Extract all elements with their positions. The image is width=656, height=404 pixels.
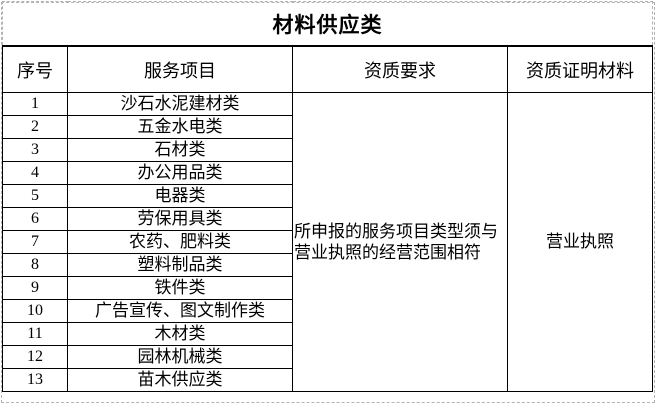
row-number: 11 <box>2 322 68 346</box>
col-header-qualification-requirement: 资质要求 <box>292 45 508 93</box>
service-item: 石材类 <box>67 138 293 162</box>
title-row: 材料供应类 <box>2 1 653 46</box>
row-number: 1 <box>2 92 68 116</box>
row-number: 9 <box>2 276 68 300</box>
table-row: 12 园林机械类 <box>2 345 653 369</box>
row-number: 13 <box>2 368 68 392</box>
row-number: 2 <box>2 115 68 139</box>
service-item: 苗木供应类 <box>67 368 293 392</box>
table-row: 13 苗木供应类 <box>2 368 653 392</box>
service-item: 电器类 <box>67 184 293 208</box>
qualification-proof-cell: 营业执照 <box>507 92 653 392</box>
row-number: 8 <box>2 253 68 277</box>
qualification-requirement-cell: 所申报的服务项目类型须与 营业执照的经营范围相符 <box>292 92 508 392</box>
header-row: 序号 服务项目 资质要求 资质证明材料 <box>2 45 653 93</box>
service-item: 园林机械类 <box>67 345 293 369</box>
service-item: 五金水电类 <box>67 115 293 139</box>
row-number: 4 <box>2 161 68 185</box>
row-number: 10 <box>2 299 68 323</box>
service-item: 农药、肥料类 <box>67 230 293 254</box>
table-row: 4 办公用品类 <box>2 161 653 185</box>
service-item: 办公用品类 <box>67 161 293 185</box>
service-item: 沙石水泥建材类 <box>67 92 293 116</box>
service-item: 木材类 <box>67 322 293 346</box>
row-number: 7 <box>2 230 68 254</box>
table-row: 8 塑料制品类 <box>2 253 653 277</box>
table-row: 11 木材类 <box>2 322 653 346</box>
row-number: 6 <box>2 207 68 231</box>
row-number: 3 <box>2 138 68 162</box>
service-item: 劳保用具类 <box>67 207 293 231</box>
col-header-service-item: 服务项目 <box>67 45 293 93</box>
row-number: 5 <box>2 184 68 208</box>
table-title: 材料供应类 <box>2 1 653 46</box>
service-item: 铁件类 <box>67 276 293 300</box>
table-row: 2 五金水电类 <box>2 115 653 139</box>
table-row: 1 沙石水泥建材类 所申报的服务项目类型须与 营业执照的经营范围相符 营业执照 <box>2 92 653 392</box>
material-supply-table: 材料供应类 序号 服务项目 资质要求 资质证明材料 1 沙石水泥建材类 所申报的… <box>2 1 653 392</box>
col-header-qualification-proof: 资质证明材料 <box>507 45 653 93</box>
service-item: 广告宣传、图文制作类 <box>67 299 293 323</box>
service-item: 塑料制品类 <box>67 253 293 277</box>
col-header-serial-number: 序号 <box>2 45 68 93</box>
row-number: 12 <box>2 345 68 369</box>
